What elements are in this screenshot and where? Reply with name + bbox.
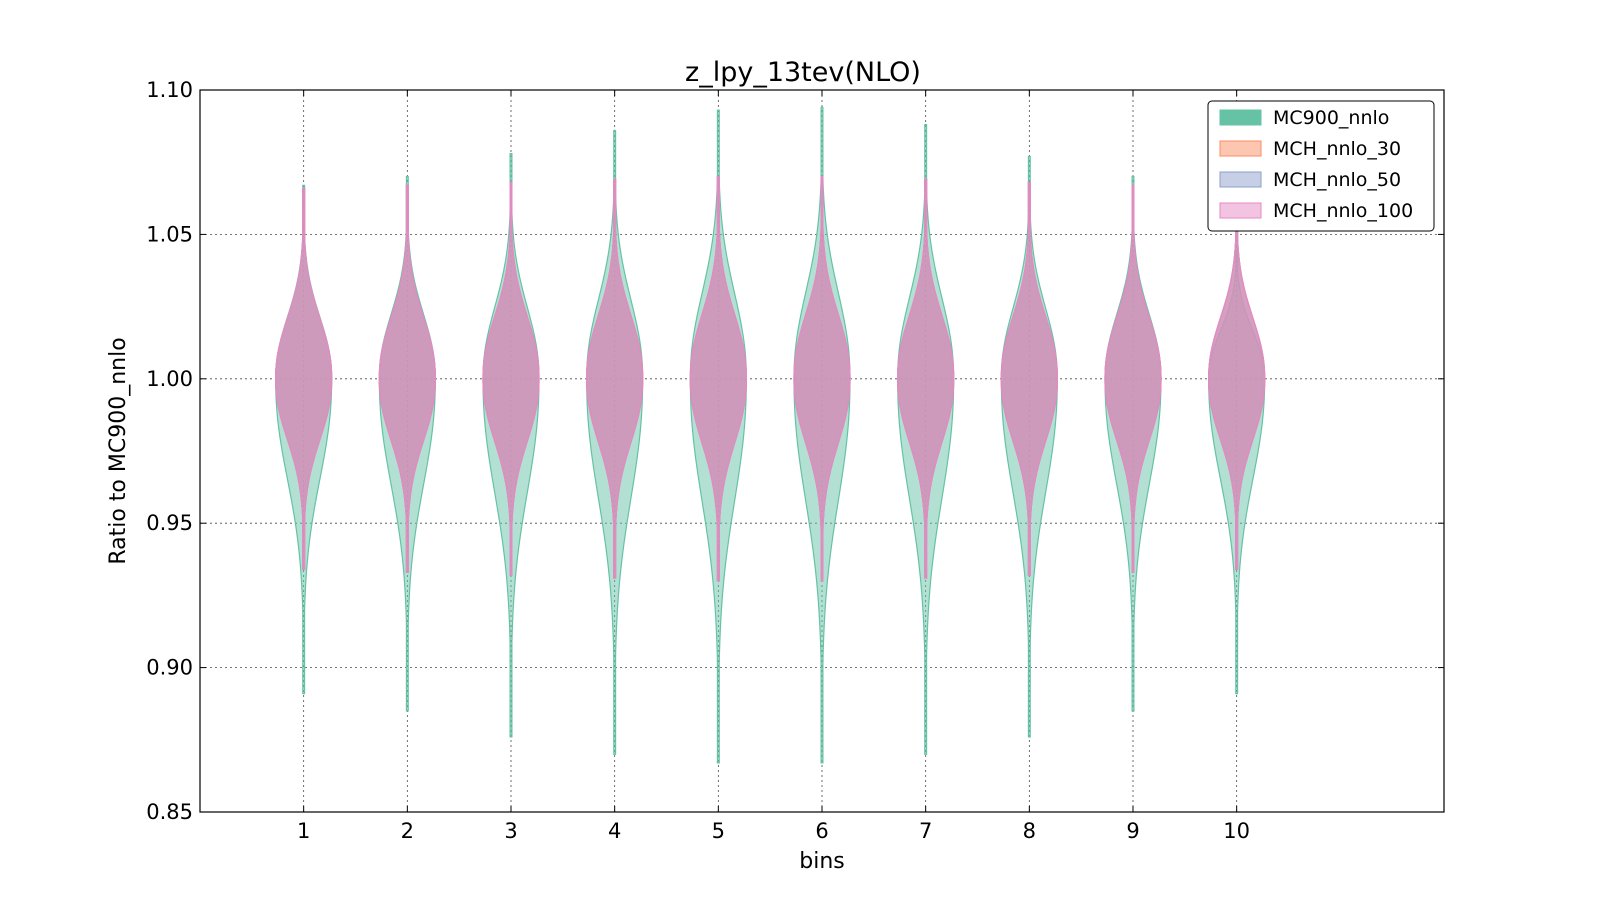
violin-MCH_nnlo_100-bin-5 — [689, 176, 747, 582]
legend-frame — [1207, 100, 1435, 232]
legend-label: MC900_nnlo — [1273, 107, 1389, 129]
y-tick-label: 0.90 — [146, 656, 193, 680]
x-tick-label: 3 — [504, 819, 517, 843]
violin-MCH_nnlo_100-bin-6 — [793, 176, 851, 582]
legend: MC900_nnlo MCH_nnlo_30 MCH_nnlo_50 MCH_nnlo… — [1207, 100, 1435, 232]
violin-MCH_nnlo_100-bin-8 — [1000, 181, 1058, 576]
legend-label: MCH_nnlo_50 — [1273, 169, 1401, 191]
y-tick-label: 1.10 — [146, 78, 193, 102]
y-axis-label: Ratio to MC900_nnlo — [106, 337, 131, 564]
violin-series-3 — [275, 176, 1266, 582]
y-tick-label: 1.00 — [146, 367, 193, 391]
legend-swatch — [1219, 202, 1262, 219]
violin-MCH_nnlo_100-bin-4 — [586, 178, 644, 579]
x-tick-label: 2 — [401, 819, 414, 843]
violin-MCH_nnlo_100-bin-10 — [1208, 187, 1266, 571]
legend-swatch — [1219, 140, 1262, 157]
violins — [275, 106, 1266, 764]
violin-MCH_nnlo_100-bin-9 — [1104, 184, 1162, 573]
x-tick-label: 7 — [919, 819, 932, 843]
legend-swatch — [1219, 171, 1262, 188]
x-tick-label: 9 — [1126, 819, 1139, 843]
x-tick-label: 10 — [1223, 819, 1250, 843]
violin-MCH_nnlo_100-bin-2 — [378, 184, 436, 573]
violin-MCH_nnlo_100-bin-3 — [482, 181, 540, 576]
x-axis-label: bins — [799, 849, 844, 874]
y-tick-label: 0.85 — [146, 800, 193, 824]
violin-MCH_nnlo_100-bin-7 — [897, 178, 955, 579]
x-tick-label: 5 — [712, 819, 725, 843]
x-tick-label: 8 — [1023, 819, 1036, 843]
legend-label: MCH_nnlo_30 — [1273, 138, 1401, 160]
violin-MCH_nnlo_100-bin-1 — [275, 187, 333, 571]
y-tick-label: 0.95 — [146, 511, 193, 535]
x-tick-label: 1 — [297, 819, 310, 843]
y-tick-label: 1.05 — [146, 222, 193, 246]
x-tick-label: 6 — [815, 819, 828, 843]
chart-title: z_lpy_13tev(NLO) — [685, 57, 921, 88]
legend-label: MCH_nnlo_100 — [1273, 200, 1413, 222]
axis-ticks: 1 2 3 4 5 6 7 8 9 10 0.85 0.90 0.95 1.00 1.05 1.10 — [146, 78, 1444, 843]
x-tick-label: 4 — [608, 819, 621, 843]
legend-swatch — [1219, 109, 1262, 126]
